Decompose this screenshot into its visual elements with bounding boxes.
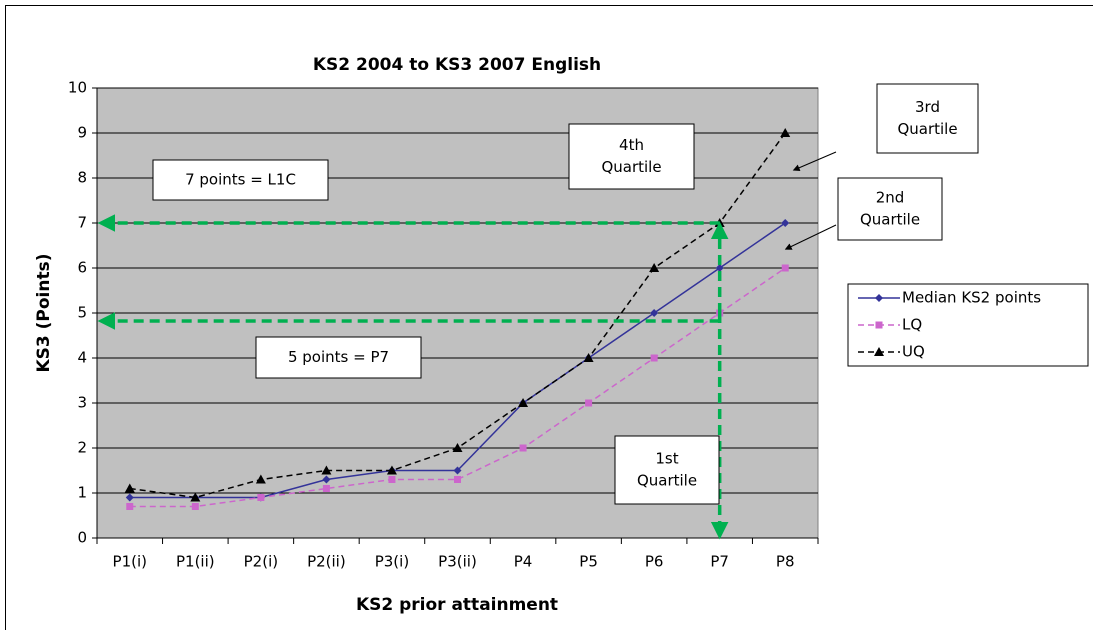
annotation-text: 5 points = P7 [288, 348, 389, 366]
y-tick-label: 2 [77, 439, 87, 457]
annotation-box [615, 436, 719, 504]
point [388, 476, 395, 483]
y-tick-label: 4 [77, 349, 87, 367]
x-tick-label: P7 [710, 553, 729, 571]
annotation-text: 2nd [876, 189, 905, 207]
point [257, 494, 264, 501]
y-tick-label: 1 [77, 484, 87, 502]
x-tick-label: P4 [514, 553, 533, 571]
annotation-text: 1st [655, 450, 678, 468]
y-tick-label: 3 [77, 394, 87, 412]
annotation-text: 7 points = L1C [185, 171, 296, 189]
y-tick-label: 8 [77, 169, 87, 187]
annotation-text: 3rd [915, 98, 940, 116]
point [782, 265, 789, 272]
x-axis-label: KS2 prior attainment [356, 595, 558, 615]
x-tick-label: P2(i) [244, 553, 278, 571]
point [192, 503, 199, 510]
annotation-text: Quartile [860, 211, 920, 229]
annotation-box [569, 124, 694, 189]
point [585, 400, 592, 407]
y-tick-label: 0 [77, 529, 87, 547]
legend-label: Median KS2 points [902, 289, 1041, 307]
y-tick-label: 10 [68, 79, 87, 97]
annotation-text: Quartile [637, 472, 697, 490]
point [454, 476, 461, 483]
chart-title: KS2 2004 to KS3 2007 English [313, 55, 601, 75]
y-tick-label: 7 [77, 214, 87, 232]
x-tick-label: P1(ii) [176, 553, 215, 571]
legend-label: UQ [902, 343, 925, 361]
annotation-text: 4th [619, 136, 644, 154]
x-tick-label: P3(i) [375, 553, 409, 571]
annotation-text: Quartile [897, 120, 957, 138]
x-tick-label: P5 [579, 553, 598, 571]
x-tick-label: P1(i) [113, 553, 147, 571]
x-tick-label: P6 [645, 553, 664, 571]
point [323, 485, 330, 492]
legend-label: LQ [902, 316, 922, 334]
x-tick-label: P3(ii) [438, 553, 477, 571]
y-axis-label: KS3 (Points) [34, 253, 54, 372]
annotation-box [838, 178, 942, 240]
x-tick-label: P2(ii) [307, 553, 346, 571]
annotation-text: Quartile [601, 158, 661, 176]
x-tick-label: P8 [776, 553, 795, 571]
y-tick-label: 6 [77, 259, 87, 277]
legend-marker [876, 322, 883, 329]
annotation-box [877, 84, 978, 153]
point [520, 445, 527, 452]
point [126, 503, 133, 510]
y-tick-label: 5 [77, 304, 87, 322]
point [651, 355, 658, 362]
y-tick-label: 9 [77, 124, 87, 142]
